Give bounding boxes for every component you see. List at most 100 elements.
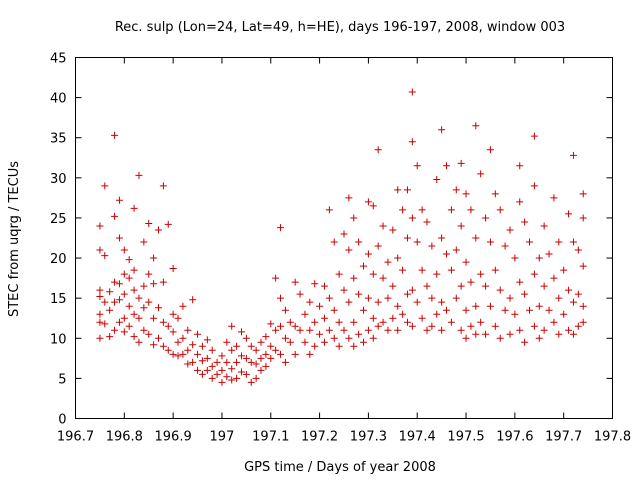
y-tick-label: 25 (50, 212, 67, 227)
data-point (486, 302, 494, 310)
data-point (277, 350, 285, 358)
y-axis-label: STEC from uqrg / TECUs (7, 161, 22, 317)
data-point (486, 238, 494, 246)
y-tick-label: 45 (50, 52, 67, 67)
data-point (555, 238, 563, 246)
data-point (526, 238, 534, 246)
x-tick-label: 197.2 (301, 430, 338, 445)
x-tick-label: 196.8 (106, 430, 143, 445)
x-tick-label: 197.3 (350, 430, 387, 445)
data-point (360, 262, 368, 270)
data-point (433, 270, 441, 278)
data-point (208, 362, 216, 370)
data-point (394, 254, 402, 262)
data-point (506, 294, 514, 302)
data-point (228, 376, 236, 384)
data-point (218, 378, 226, 386)
data-point (159, 182, 167, 190)
data-point (477, 170, 485, 178)
data-point (345, 194, 353, 202)
data-point (111, 278, 119, 286)
data-point (364, 294, 372, 302)
data-point (306, 326, 314, 334)
data-point (516, 198, 524, 206)
data-point (115, 318, 123, 326)
data-point (164, 220, 172, 228)
data-point (296, 326, 304, 334)
data-point (350, 318, 358, 326)
data-point (418, 314, 426, 322)
data-point (340, 286, 348, 294)
data-point (447, 318, 455, 326)
data-point (135, 314, 143, 322)
data-point (252, 360, 260, 368)
data-point (281, 306, 289, 314)
data-point (316, 302, 324, 310)
data-point (130, 286, 138, 294)
data-point (408, 322, 416, 330)
data-point (189, 296, 197, 304)
data-point (120, 290, 128, 298)
data-point (169, 264, 177, 272)
data-point (384, 326, 392, 334)
data-point (145, 298, 153, 306)
data-point (360, 338, 368, 346)
y-tick-label: 30 (50, 172, 67, 187)
data-point (174, 352, 182, 360)
plot-frame (75, 57, 613, 419)
data-point (403, 318, 411, 326)
data-point (462, 306, 470, 314)
data-point (291, 322, 299, 330)
data-point (457, 326, 465, 334)
data-point (330, 334, 338, 342)
data-point (272, 326, 280, 334)
data-point (237, 368, 245, 376)
data-point (130, 333, 138, 341)
data-point (565, 326, 573, 334)
data-point (345, 334, 353, 342)
data-point (145, 270, 153, 278)
data-point (433, 175, 441, 183)
data-point (228, 346, 236, 354)
data-point (569, 151, 577, 159)
data-point (501, 242, 509, 250)
data-point (150, 341, 158, 349)
y-tick-label: 40 (50, 92, 67, 107)
data-point (467, 278, 475, 286)
data-point (233, 374, 241, 382)
data-point (530, 322, 538, 330)
data-point (252, 374, 260, 382)
data-point (545, 250, 553, 258)
data-point (96, 318, 104, 326)
data-point (198, 370, 206, 378)
data-point (174, 314, 182, 322)
data-point (511, 254, 519, 262)
data-point (423, 218, 431, 226)
data-point (443, 306, 451, 314)
data-point (262, 333, 270, 341)
y-tick-label: 10 (50, 332, 67, 347)
data-point (159, 318, 167, 326)
data-point (257, 366, 265, 374)
data-point (374, 322, 382, 330)
data-point (159, 342, 167, 350)
data-point (379, 274, 387, 282)
data-point (242, 334, 250, 342)
data-point (267, 342, 275, 350)
data-point (521, 338, 529, 346)
data-point (120, 314, 128, 322)
data-point (106, 306, 114, 314)
data-point (159, 278, 167, 286)
data-point (335, 342, 343, 350)
data-point (491, 266, 499, 274)
data-point (316, 330, 324, 338)
data-point (462, 258, 470, 266)
data-point (257, 354, 265, 362)
data-point (369, 202, 377, 210)
data-point (555, 330, 563, 338)
data-point (399, 206, 407, 214)
data-point (174, 338, 182, 346)
data-point (208, 374, 216, 382)
data-point (516, 278, 524, 286)
